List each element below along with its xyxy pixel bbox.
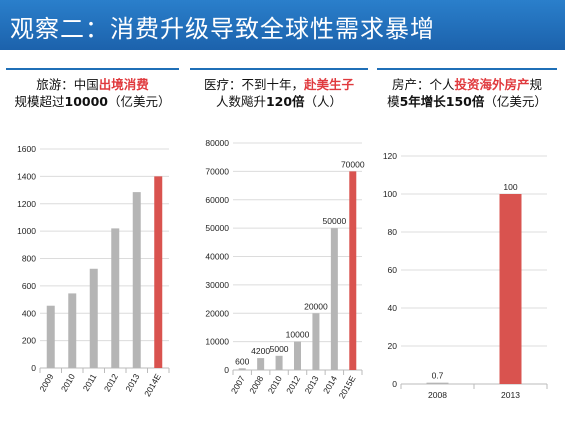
panel-heading-tourism: 旅游：中国出境消费 规模超过10000（亿美元） — [6, 76, 179, 110]
x-tick-label: 2010 — [59, 372, 77, 394]
data-label: 70000 — [341, 159, 365, 169]
heading-text: 规模超过 — [14, 94, 65, 109]
y-tick-label: 40 — [388, 303, 398, 313]
bar — [46, 305, 55, 368]
heading-text: 规 — [529, 77, 543, 92]
heading-highlight: 投资海外房产 — [454, 77, 530, 92]
data-label: 600 — [235, 356, 249, 366]
y-tick-label: 100 — [383, 189, 397, 199]
bar — [111, 228, 120, 368]
bar — [154, 176, 163, 368]
panel-heading-property: 房产：个人投资海外房产规 模5年增长150倍（亿美元） — [377, 76, 557, 110]
y-tick-label: 80000 — [205, 138, 229, 148]
bar — [257, 358, 265, 370]
title-bar: 观察二：消费升级导致全球性需求暴增 — [0, 0, 565, 50]
bar — [275, 355, 283, 370]
y-tick-label: 400 — [22, 308, 36, 318]
heading-text: 旅游：中国 — [36, 77, 99, 92]
x-tick-label: 2008 — [247, 374, 265, 396]
heading-text: 人数飚升 — [215, 94, 266, 109]
heading-text: 医疗：不到十年， — [203, 77, 304, 92]
panel-heading-medical: 医疗：不到十年，赴美生子 人数飚升120倍（人） — [190, 76, 368, 110]
heading-bold: 10000 — [64, 94, 109, 109]
x-tick-label: 2012 — [102, 372, 120, 394]
y-tick-label: 120 — [383, 151, 397, 161]
x-tick-label: 2015E — [337, 374, 358, 401]
chart-property: 0 20 40 60 80 100 120 0.7 2008 100 2013 — [383, 151, 548, 400]
data-label: 20000 — [304, 301, 328, 311]
y-tick-label: 70000 — [205, 166, 229, 176]
heading-bold: 120倍 — [265, 94, 305, 109]
y-tick-label: 0 — [31, 363, 36, 373]
x-tick-label: 2012 — [284, 374, 302, 396]
bar — [330, 228, 338, 370]
y-tick-label: 800 — [22, 254, 36, 264]
heading-unit: （亿美元） — [108, 94, 171, 109]
y-tick-label: 60000 — [205, 195, 229, 205]
data-label: 5000 — [270, 344, 289, 354]
x-tick-label: 2013 — [501, 390, 520, 400]
heading-unit: （亿美元） — [484, 94, 547, 109]
bar — [312, 313, 320, 370]
bar — [349, 171, 357, 370]
y-tick-label: 1200 — [17, 199, 36, 209]
chart-medical: 0 10000 20000 30000 40000 50000 60000 70000 8000… — [205, 138, 365, 401]
panel-tourism: 旅游：中国出境消费 规模超过10000（亿美元） 0 200 400 600 800 10… — [6, 68, 179, 415]
y-tick-label: 1000 — [17, 226, 36, 236]
bar — [132, 192, 141, 368]
y-tick-label: 30000 — [205, 280, 229, 290]
bar — [426, 382, 449, 384]
x-tick-label: 2013 — [123, 372, 141, 394]
bar — [68, 293, 77, 368]
data-label: 50000 — [323, 216, 347, 226]
y-tick-label: 0 — [224, 365, 229, 375]
x-tick-label: 2014E — [142, 372, 163, 399]
panel-medical: 医疗：不到十年，赴美生子 人数飚升120倍（人） 0 10000 20000 3000… — [190, 68, 368, 415]
bar — [89, 268, 98, 368]
heading-highlight: 赴美生子 — [304, 77, 355, 92]
y-tick-label: 20 — [388, 341, 398, 351]
page-title: 观察二：消费升级导致全球性需求暴增 — [10, 15, 435, 43]
y-tick-label: 80 — [388, 227, 398, 237]
x-tick-label: 2014 — [321, 374, 339, 396]
x-tick-label: 2011 — [81, 372, 99, 393]
bar — [294, 341, 301, 370]
y-tick-label: 20000 — [205, 308, 229, 318]
data-label: 0.7 — [432, 371, 444, 381]
data-label: 100 — [503, 182, 517, 192]
y-tick-label: 50000 — [205, 223, 229, 233]
heading-highlight: 出境消费 — [98, 77, 149, 92]
y-tick-label: 200 — [22, 336, 36, 346]
y-tick-label: 600 — [22, 281, 36, 291]
x-tick-label: 2009 — [37, 372, 55, 394]
data-label: 4200 — [251, 346, 270, 356]
x-tick-label: 2007 — [229, 374, 247, 396]
heading-bold: 5年增长150倍 — [399, 94, 485, 109]
x-tick-label: 2013 — [303, 374, 321, 396]
panel-property: 房产：个人投资海外房产规 模5年增长150倍（亿美元） 0 20 40 60 80 100… — [377, 68, 557, 415]
bar — [238, 368, 246, 370]
bar — [499, 194, 522, 384]
y-tick-label: 10000 — [205, 337, 229, 347]
y-tick-label: 0 — [392, 379, 397, 389]
y-tick-label: 1600 — [17, 144, 36, 154]
heading-text: 房产：个人 — [391, 77, 455, 92]
y-tick-label: 40000 — [205, 252, 229, 262]
x-tick-label: 2010 — [266, 374, 284, 396]
heading-unit: （人） — [304, 94, 343, 109]
data-label: 10000 — [286, 330, 310, 340]
x-tick-label: 2008 — [428, 390, 447, 400]
y-tick-label: 1400 — [17, 171, 36, 181]
heading-text: 模 — [387, 94, 400, 109]
y-tick-label: 60 — [388, 265, 398, 275]
